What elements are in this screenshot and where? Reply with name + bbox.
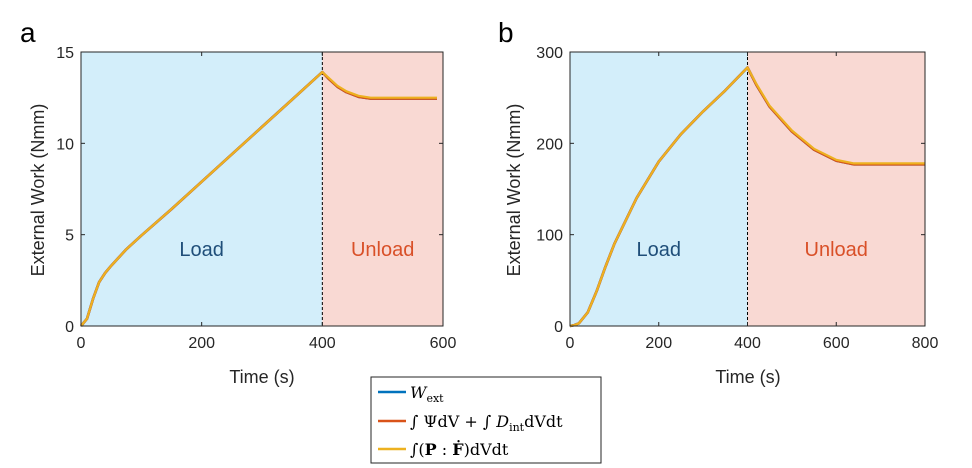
panel-b-ytick-label: 0 <box>554 319 563 336</box>
legend: Wext ∫ ΨdV + ∫ DintdVdt ∫(P : Ḟ)dVdt <box>370 376 602 464</box>
panel-b-region-label-load: Load <box>637 239 682 261</box>
panel-b-xtick-label: 800 <box>912 335 939 352</box>
panel-a-axes-box <box>80 51 444 327</box>
legend-label-energy: ∫ ΨdV + ∫ DintdVdt <box>410 412 563 434</box>
panel-a-xlabel: Time (s) <box>229 367 294 387</box>
panel-a-ytick-label: 15 <box>56 45 74 62</box>
panel-b-region-label-unload: Unload <box>805 239 868 261</box>
panel-b-series-stress-power <box>569 66 925 328</box>
panel-b-xlabel: Time (s) <box>715 367 780 387</box>
panel-a-ylabel: External Work (Nmm) <box>28 104 48 277</box>
panel-a-ytick-label: 5 <box>65 228 74 245</box>
panel-b-xtick-label: 200 <box>645 335 672 352</box>
panel-a-ytick-label: 0 <box>65 319 74 336</box>
panel-a-region-label-unload: Unload <box>351 239 414 261</box>
legend-label-wext: Wext <box>410 383 444 405</box>
panel-b-xtick-label: 400 <box>734 335 761 352</box>
panel-a-xtick-label: 400 <box>309 335 336 352</box>
panel-b-ytick-label: 200 <box>536 136 563 153</box>
panel-b-ytick-label: 300 <box>536 45 563 62</box>
panel-a-region-load <box>81 52 323 326</box>
panel-b-region-unload <box>747 52 925 326</box>
panel-b-letter: b <box>498 17 514 48</box>
panel-b-ytick-label: 100 <box>536 228 563 245</box>
panel-a-xtick-label: 200 <box>188 335 215 352</box>
panel-a: a Load Unload 0 200 400 600 0 5 10 15 Time (s) Ex… <box>20 17 456 387</box>
panel-a-region-label-load: Load <box>179 239 224 261</box>
panel-a-xtick-label: 0 <box>77 335 86 352</box>
legend-box <box>370 376 602 464</box>
panel-a-xtick-label: 600 <box>430 335 457 352</box>
panel-b: b Load Unload 0 200 400 600 800 0 100 200 300 Time… <box>498 17 938 387</box>
legend-label-stress-power: ∫(P : Ḟ)dVdt <box>410 439 509 459</box>
panel-a-region-unload <box>322 52 443 326</box>
panel-a-series-stress-power <box>80 70 437 327</box>
panel-a-ytick-label: 10 <box>56 136 74 153</box>
panel-b-ylabel: External Work (Nmm) <box>504 104 524 277</box>
panel-a-letter: a <box>20 17 36 48</box>
panel-b-xtick-label: 0 <box>566 335 575 352</box>
panel-a-plot-area: Load Unload 0 200 400 600 0 5 10 15 <box>56 45 456 352</box>
panel-b-plot-area: Load Unload 0 200 400 600 800 0 100 200 300 <box>536 45 938 352</box>
panel-b-xtick-label: 600 <box>823 335 850 352</box>
